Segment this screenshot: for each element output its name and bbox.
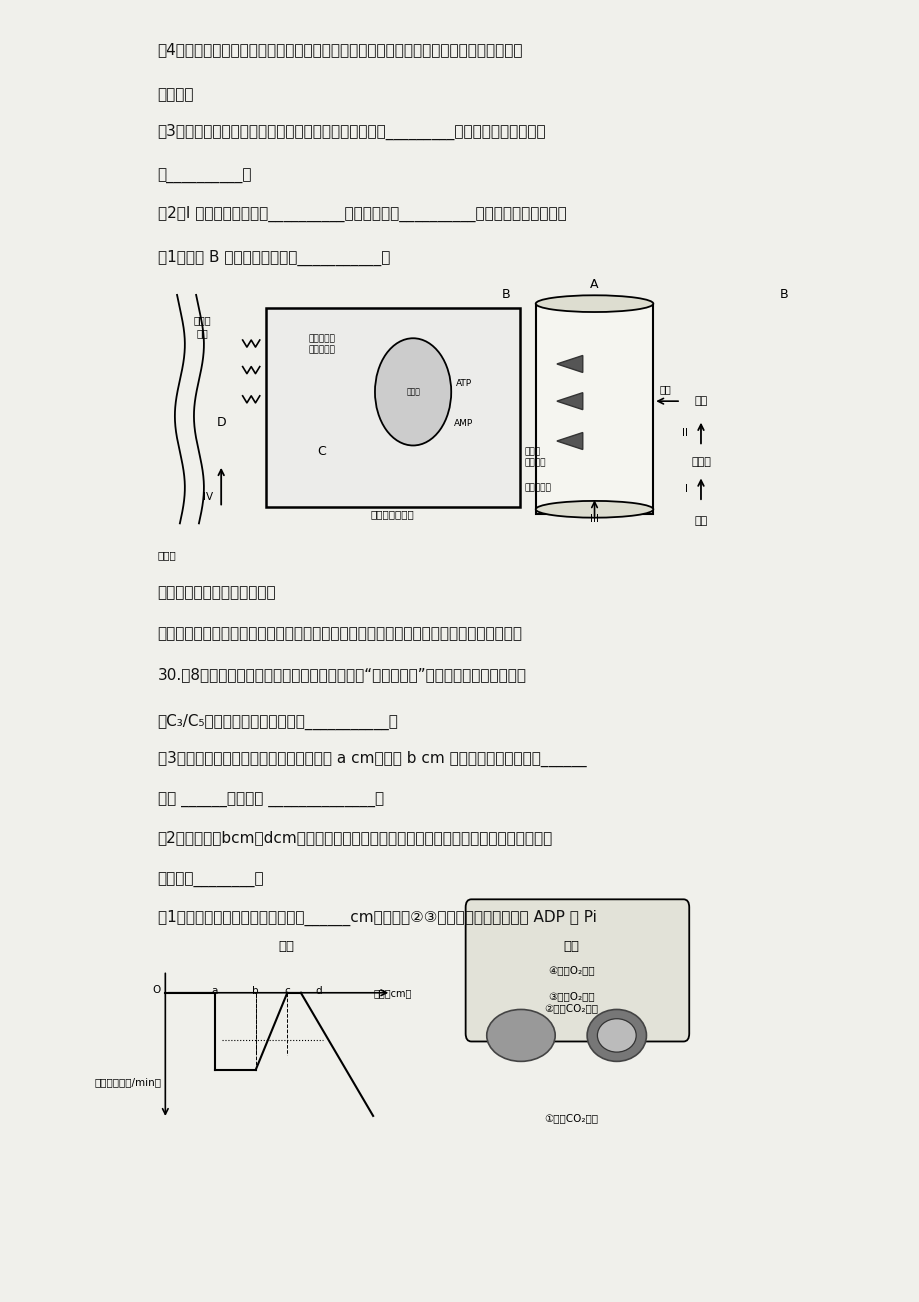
Text: D: D <box>216 415 226 428</box>
Text: 水通道
蛋白: 水通道 蛋白 <box>193 315 210 339</box>
Text: （2）I 过程的神经中枢在__________，其中刺激指__________，该图所示调节方式属: （2）I 过程的神经中枢在__________，其中刺激指__________，… <box>157 206 566 221</box>
Text: I: I <box>685 484 687 493</box>
Text: （C₃/C₅）的含量会增加，原因是___________。: （C₃/C₅）的含量会增加，原因是___________。 <box>157 713 398 729</box>
Text: b: b <box>252 986 259 996</box>
Text: II: II <box>681 428 687 437</box>
Text: 储存水通道
蛋白的囊泡: 储存水通道 蛋白的囊泡 <box>308 335 335 354</box>
Text: （3）若不改变其他条件，突然将日光灯从 a cm处移至 b cm 处，短时间内叶绳体中______: （3）若不改变其他条件，突然将日光灯从 a cm处移至 b cm 处，短时间内叶… <box>157 751 585 767</box>
Text: ②胞内CO₂浓度: ②胞内CO₂浓度 <box>543 1004 597 1013</box>
Polygon shape <box>556 355 582 372</box>
Text: 释放: 释放 <box>659 384 671 395</box>
Text: 图例：: 图例： <box>157 549 176 560</box>
Text: 图甲: 图甲 <box>278 940 294 953</box>
Polygon shape <box>556 432 582 449</box>
Text: 距离（cm）: 距离（cm） <box>373 988 411 999</box>
Text: 抗利尿
激素分子: 抗利尿 激素分子 <box>525 448 546 467</box>
Text: ①胞外CO₂浓度: ①胞外CO₂浓度 <box>543 1113 597 1124</box>
Text: （1）图甲中当日光灯与容器距离为______cm，图乙中②③不变，此时细胞内消耗 ADP 和 Pi: （1）图甲中当日光灯与容器距离为______cm，图乙中②③不变，此时细胞内消耗… <box>157 910 596 926</box>
Ellipse shape <box>535 296 652 312</box>
FancyBboxPatch shape <box>465 900 688 1042</box>
Text: O: O <box>153 984 161 995</box>
Text: 30.（8分）肾小管上皮细胞主要利用细胞膜上的“水通道蛋白”重吸收原尿中的水分，下: 30.（8分）肾小管上皮细胞主要利用细胞膜上的“水通道蛋白”重吸收原尿中的水分，… <box>157 667 526 682</box>
Text: A: A <box>590 277 598 290</box>
Text: B: B <box>502 288 510 301</box>
Text: 下丘脈: 下丘脈 <box>690 457 710 467</box>
Text: 特异性受体: 特异性受体 <box>525 483 551 492</box>
Text: （2）当距离为bcm和dcm时容器中每分钟释放气泡个数相等，能否说明它们的光合速率相: （2）当距离为bcm和dcm时容器中每分钟释放气泡个数相等，能否说明它们的光合速… <box>157 831 552 845</box>
Ellipse shape <box>586 1009 646 1061</box>
Circle shape <box>375 339 450 445</box>
Text: 于__________。: 于__________。 <box>157 169 252 184</box>
Text: C: C <box>317 445 325 458</box>
Text: 细胞核: 细胞核 <box>405 388 420 396</box>
Text: ③胞内O₂浓度: ③胞内O₂浓度 <box>547 991 594 1001</box>
Text: IV: IV <box>203 492 213 501</box>
Text: AMP: AMP <box>454 419 473 428</box>
Polygon shape <box>556 393 582 410</box>
Text: 的场所有________。: 的场所有________。 <box>157 874 264 888</box>
Text: 图简要表示抗利尿激素促进肾小管上皮细胞重吸收水分的调节机制。字母表示溶液，罗马数: 图简要表示抗利尿激素促进肾小管上皮细胞重吸收水分的调节机制。字母表示溶液，罗马数 <box>157 626 522 642</box>
Text: III: III <box>589 514 598 523</box>
Text: d: d <box>315 986 322 996</box>
Text: 气泡数量（个/min）: 气泡数量（个/min） <box>95 1077 162 1087</box>
Text: 刺激: 刺激 <box>694 516 707 526</box>
Ellipse shape <box>486 1009 554 1061</box>
Text: B: B <box>778 288 787 301</box>
Text: ATP: ATP <box>456 379 471 388</box>
Text: （4）某人因基因突变导致受体结构改变，不能接受抗利尿激素的调节，那么，此人的细胞: （4）某人因基因突变导致受体结构改变，不能接受抗利尿激素的调节，那么，此人的细胞 <box>157 43 523 57</box>
Text: ④胞外O₂浓度: ④胞外O₂浓度 <box>547 965 594 975</box>
Ellipse shape <box>535 501 652 518</box>
Bar <box>535 303 652 514</box>
Text: a: a <box>211 986 218 996</box>
Text: 图乙: 图乙 <box>562 940 579 953</box>
Text: 肾小管上皮细胞: 肾小管上皮细胞 <box>370 509 414 519</box>
Text: 字表示过程，回答下列问题：: 字表示过程，回答下列问题： <box>157 586 276 600</box>
Text: 等？ ______为什么？ ______________。: 等？ ______为什么？ ______________。 <box>157 793 383 809</box>
Text: 的特点。: 的特点。 <box>157 87 194 102</box>
Bar <box>266 309 519 508</box>
Ellipse shape <box>596 1018 636 1052</box>
Text: （1）图中 B 指内环境成分中的___________。: （1）图中 B 指内环境成分中的___________。 <box>157 250 390 267</box>
Text: 垂体: 垂体 <box>694 396 707 406</box>
Text: （3）储存水通道蛋白的囊泡最可能来自哪一种细胞器？_________，这体现了生物膜具有: （3）储存水通道蛋白的囊泡最可能来自哪一种细胞器？_________，这体现了生… <box>157 124 546 141</box>
Text: c: c <box>284 986 289 996</box>
